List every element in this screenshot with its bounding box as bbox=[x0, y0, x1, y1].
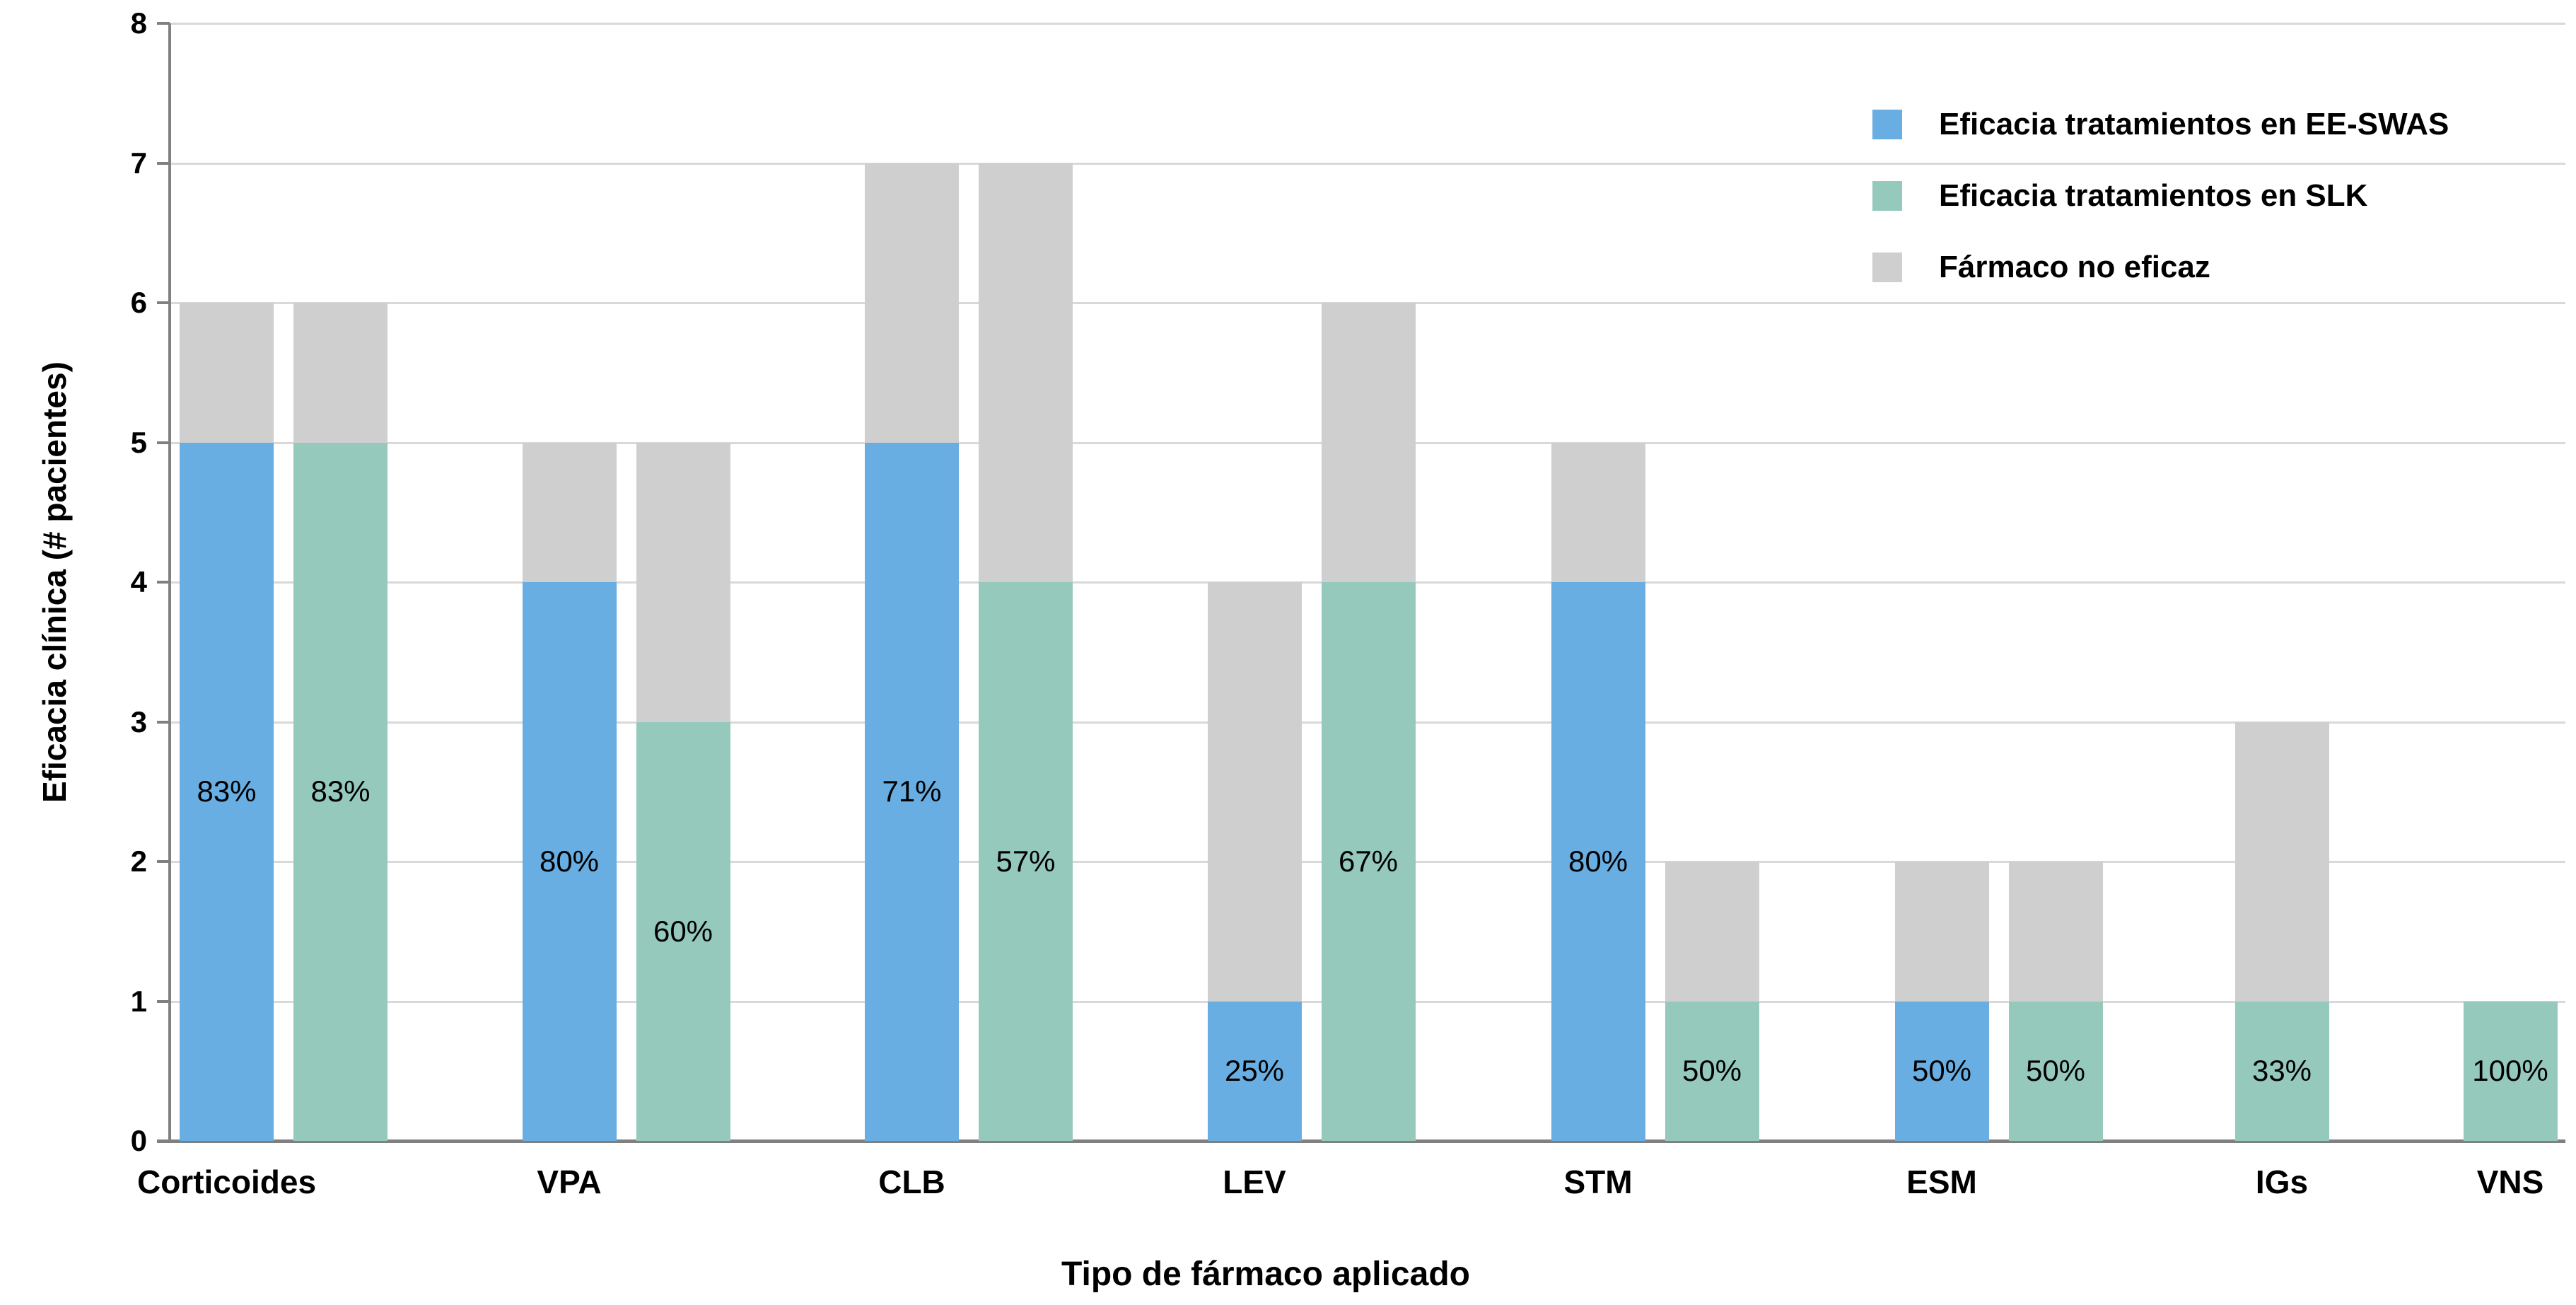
bar-STM-EE-SWAS-efficacy bbox=[1551, 582, 1645, 1141]
legend: Eficacia tratamientos en EE-SWAS Eficaci… bbox=[1872, 107, 2449, 324]
bar-IGs-SLK-efficacy bbox=[2234, 1001, 2329, 1141]
y-tick-label-3: 3 bbox=[130, 704, 147, 738]
pct-label-LEV-EE-SWAS: 25% bbox=[1224, 1054, 1285, 1088]
y-tick-6 bbox=[157, 301, 170, 304]
gridline-y8 bbox=[170, 23, 2565, 25]
y-tick-label-0: 0 bbox=[130, 1124, 147, 1157]
pct-label-STM-EE-SWAS: 80% bbox=[1568, 845, 1628, 878]
y-tick-label-5: 5 bbox=[130, 425, 147, 459]
pct-label-ESM-SLK: 50% bbox=[2025, 1054, 2086, 1088]
legend-item-no-eficaz: Fármaco no eficaz bbox=[1872, 250, 2449, 284]
y-tick-label-7: 7 bbox=[130, 146, 147, 180]
x-category-label-IGs: IGs bbox=[2255, 1164, 2309, 1200]
x-category-label-LEV: LEV bbox=[1223, 1164, 1286, 1200]
bar-CLB-EE-SWAS-no-eficaz bbox=[865, 163, 959, 443]
bar-IGs-SLK-no-eficaz bbox=[2234, 721, 2329, 1002]
pct-label-IGs-SLK: 33% bbox=[2251, 1054, 2312, 1088]
y-tick-5 bbox=[157, 441, 170, 444]
legend-label-ee-swas: Eficacia tratamientos en EE-SWAS bbox=[1939, 107, 2449, 141]
bar-LEV-SLK-no-eficaz bbox=[1321, 303, 1416, 582]
bar-CLB-SLK-efficacy bbox=[979, 582, 1073, 1141]
bar-Corticoides-SLK-no-eficaz bbox=[293, 303, 387, 443]
x-category-label-Corticoides: Corticoides bbox=[136, 1164, 317, 1200]
bar-LEV-SLK-efficacy bbox=[1321, 582, 1416, 1141]
legend-swatch-slk-icon bbox=[1872, 181, 1902, 211]
x-axis-title: Tipo de fármaco aplicado bbox=[1061, 1255, 1470, 1293]
pct-label-Corticoides-SLK: 83% bbox=[310, 775, 371, 808]
pct-label-CLB-EE-SWAS: 71% bbox=[882, 775, 942, 808]
pct-label-STM-SLK: 50% bbox=[1682, 1054, 1742, 1088]
y-tick-1 bbox=[157, 999, 170, 1003]
bar-VPA-EE-SWAS-efficacy bbox=[522, 582, 617, 1141]
bar-Corticoides-EE-SWAS-efficacy bbox=[180, 442, 274, 1141]
bar-LEV-EE-SWAS-no-eficaz bbox=[1207, 582, 1302, 1002]
bar-VPA-EE-SWAS-no-eficaz bbox=[522, 442, 617, 582]
bar-CLB-SLK-no-eficaz bbox=[979, 163, 1073, 582]
pct-label-VPA-EE-SWAS: 80% bbox=[539, 845, 600, 878]
y-tick-label-4: 4 bbox=[130, 565, 147, 598]
bar-ESM-EE-SWAS-no-eficaz bbox=[1894, 862, 1989, 1002]
y-axis-line bbox=[168, 23, 171, 1142]
pct-label-ESM-EE-SWAS: 50% bbox=[1911, 1054, 1972, 1088]
bar-STM-EE-SWAS-no-eficaz bbox=[1551, 442, 1645, 582]
bar-STM-SLK-no-eficaz bbox=[1665, 862, 1759, 1002]
bar-VNS-SLK-efficacy bbox=[2463, 1001, 2558, 1141]
pct-label-LEV-SLK: 67% bbox=[1338, 845, 1399, 878]
legend-swatch-ee-swas-icon bbox=[1872, 110, 1902, 139]
x-category-label-STM: STM bbox=[1563, 1164, 1633, 1200]
bar-Corticoides-EE-SWAS-no-eficaz bbox=[180, 303, 274, 443]
y-tick-2 bbox=[157, 860, 170, 863]
bar-VPA-SLK-efficacy bbox=[636, 721, 730, 1141]
bar-VPA-SLK-no-eficaz bbox=[636, 442, 730, 722]
y-tick-label-8: 8 bbox=[130, 6, 147, 40]
legend-swatch-no-eficaz-icon bbox=[1872, 253, 1902, 282]
y-tick-label-6: 6 bbox=[130, 286, 147, 319]
bar-ESM-SLK-efficacy bbox=[2008, 1001, 2103, 1141]
bar-ESM-SLK-no-eficaz bbox=[2008, 862, 2103, 1002]
bar-STM-SLK-efficacy bbox=[1665, 1001, 1759, 1141]
legend-item-ee-swas: Eficacia tratamientos en EE-SWAS bbox=[1872, 107, 2449, 141]
legend-label-no-eficaz: Fármaco no eficaz bbox=[1939, 250, 2210, 284]
y-tick-8 bbox=[157, 22, 170, 25]
y-tick-label-2: 2 bbox=[130, 845, 147, 878]
y-tick-7 bbox=[157, 161, 170, 165]
pct-label-Corticoides-EE-SWAS: 83% bbox=[197, 775, 257, 808]
x-category-label-VPA: VPA bbox=[537, 1164, 602, 1200]
x-category-label-CLB: CLB bbox=[878, 1164, 945, 1200]
pct-label-CLB-SLK: 57% bbox=[996, 845, 1056, 878]
y-tick-4 bbox=[157, 581, 170, 584]
x-axis-line bbox=[157, 1139, 2565, 1143]
x-category-label-ESM: ESM bbox=[1906, 1164, 1977, 1200]
gridline-y7 bbox=[170, 162, 2565, 165]
y-tick-3 bbox=[157, 720, 170, 724]
bar-ESM-EE-SWAS-efficacy bbox=[1894, 1001, 1989, 1141]
bar-CLB-EE-SWAS-efficacy bbox=[865, 442, 959, 1141]
legend-label-slk: Eficacia tratamientos en SLK bbox=[1939, 178, 2368, 213]
legend-item-slk: Eficacia tratamientos en SLK bbox=[1872, 178, 2449, 213]
bar-Corticoides-SLK-efficacy bbox=[293, 442, 387, 1141]
bar-LEV-EE-SWAS-efficacy bbox=[1207, 1001, 1302, 1141]
pct-label-VPA-SLK: 60% bbox=[653, 914, 713, 948]
x-category-label-VNS: VNS bbox=[2476, 1164, 2544, 1200]
pct-label-VNS-SLK: 100% bbox=[2472, 1054, 2548, 1088]
y-tick-label-1: 1 bbox=[130, 984, 147, 1018]
